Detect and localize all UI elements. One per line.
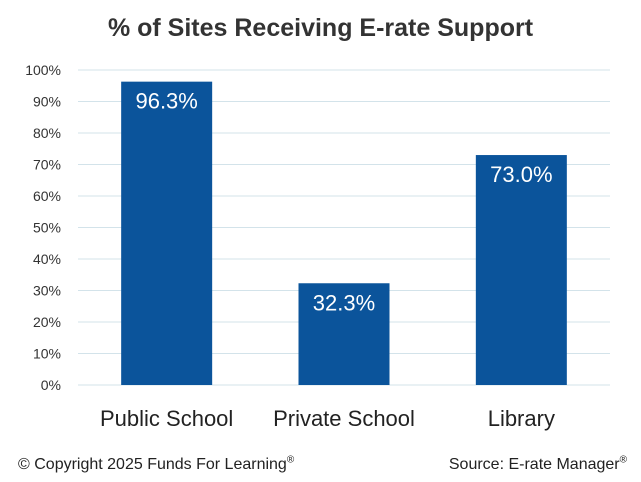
y-tick-label: 100% [25, 62, 61, 78]
y-tick-label: 20% [33, 314, 61, 330]
x-tick-label: Library [488, 406, 555, 431]
x-axis-tick-labels: Public School Private School Library [100, 406, 555, 431]
chart-title: % of Sites Receiving E-rate Support [107, 14, 534, 42]
copyright-label: © Copyright 2025 Funds For Learning [18, 456, 287, 473]
y-tick-label: 60% [33, 188, 61, 204]
y-tick-label: 50% [33, 220, 61, 236]
x-tick-label: Private School [273, 406, 415, 431]
source-text: Source: E-rate Manager® [448, 454, 627, 474]
source-label: Source: E-rate Manager [448, 456, 620, 473]
y-tick-label: 90% [33, 94, 61, 110]
y-tick-label: 40% [33, 251, 61, 267]
bar [298, 283, 390, 385]
data-label: 73.0% [490, 162, 552, 187]
data-label: 96.3% [135, 89, 197, 114]
y-tick-label: 70% [33, 157, 61, 173]
source-registered-mark: ® [619, 454, 627, 466]
y-tick-label: 30% [33, 283, 61, 299]
bar [121, 81, 213, 385]
y-axis-tick-labels: 0% 10% 20% 30% 40% 50% 60% 70% 80% 90% 100% [25, 62, 61, 393]
copyright-registered-mark: ® [286, 454, 295, 466]
y-tick-label: 80% [33, 125, 61, 141]
copyright-text: © Copyright 2025 Funds For Learning® [18, 454, 295, 474]
bars [121, 81, 567, 385]
data-labels: 96.3% 32.3% 73.0% [135, 89, 552, 316]
y-tick-label: 10% [33, 346, 61, 362]
bar [475, 155, 567, 385]
data-label: 32.3% [313, 290, 375, 315]
y-tick-label: 0% [41, 377, 61, 393]
x-tick-label: Public School [100, 406, 233, 431]
